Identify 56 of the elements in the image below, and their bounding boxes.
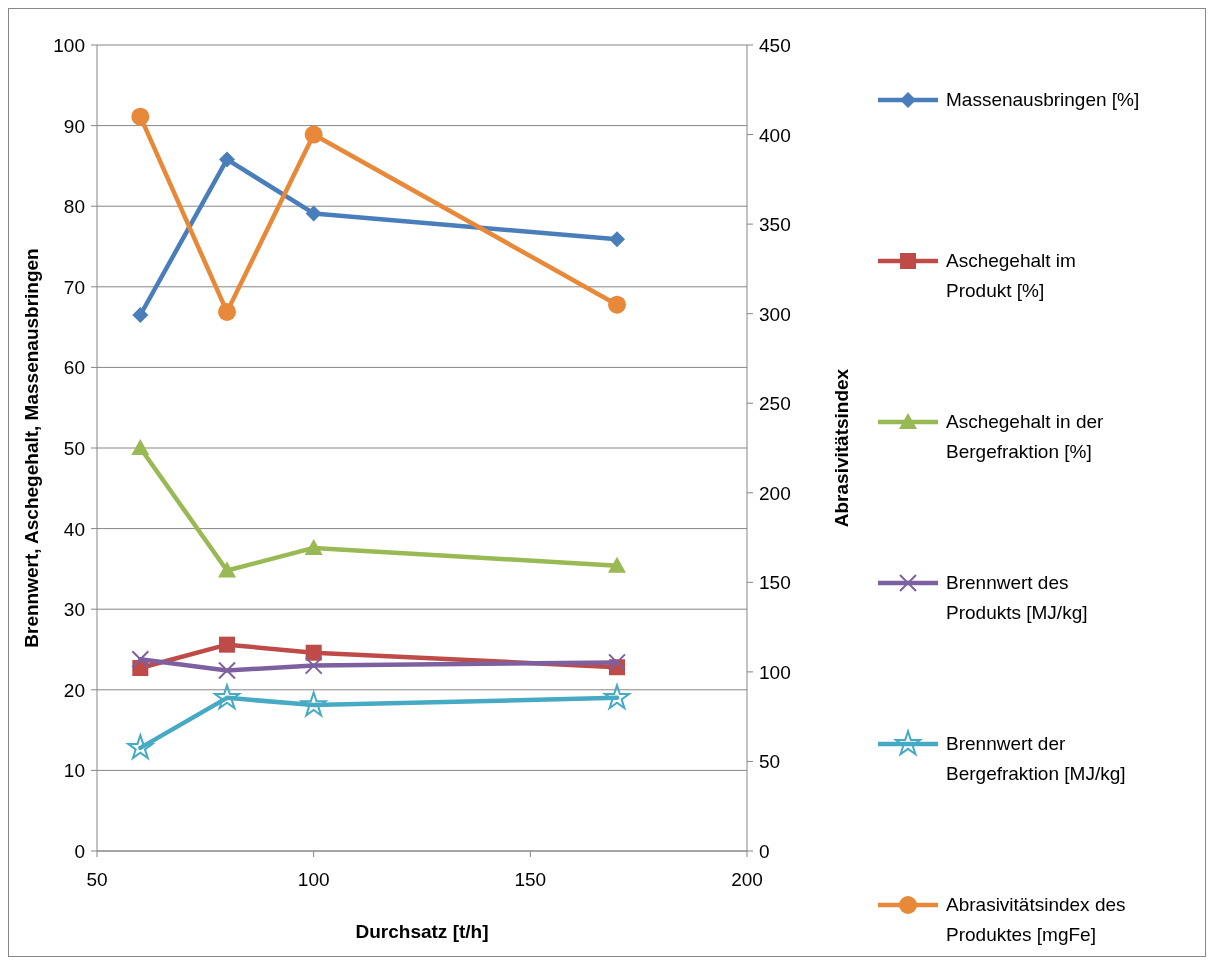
- x-tick-label: 100: [297, 869, 330, 890]
- y2-axis-title: Abrasivitätsindex: [831, 368, 852, 528]
- y-tick-label: 60: [63, 357, 85, 379]
- point: [304, 538, 323, 555]
- y-tick-label: 0: [74, 841, 85, 862]
- point: [218, 561, 236, 578]
- point: [608, 556, 626, 573]
- point: [131, 107, 150, 126]
- point: [298, 689, 329, 718]
- point: [213, 684, 241, 710]
- point: [131, 650, 150, 669]
- y2-tick-label: 0: [759, 841, 770, 862]
- y2-tick-label: 100: [759, 661, 791, 683]
- legend-label: Aschegehalt im Produkt [%]: [946, 250, 1076, 301]
- point: [125, 732, 156, 761]
- x-tick-label: 50: [86, 869, 108, 890]
- y2-tick-label: 400: [759, 124, 791, 146]
- point: [304, 656, 323, 675]
- y2-tick-label: 200: [759, 482, 791, 504]
- legend-label: Massenausbringen [%]: [946, 89, 1140, 110]
- y2-tick-label: 350: [759, 214, 791, 236]
- point: [219, 636, 235, 653]
- y-tick-label: 70: [63, 276, 85, 298]
- point: [219, 151, 235, 168]
- y2-tick-label: 50: [759, 751, 781, 773]
- y-axis-title: Brennwert, Aschegehalt, Massenausbringen: [21, 248, 42, 648]
- point: [608, 653, 626, 672]
- legend-label: Abrasivitätsindex des Produktes [mgFe]: [946, 894, 1126, 945]
- y-tick-label: 40: [63, 518, 85, 540]
- point: [608, 295, 626, 314]
- legend-label: Aschegehalt in der Bergefraktion [%]: [946, 411, 1105, 462]
- legend-label: Brennwert des Produkts [MJ/kg]: [946, 572, 1088, 623]
- y2-tick-label: 450: [759, 35, 791, 56]
- point: [304, 125, 323, 144]
- y-tick-label: 80: [63, 196, 85, 218]
- y-tick-label: 20: [63, 679, 85, 701]
- y2-tick-label: 250: [759, 393, 791, 415]
- y-tick-label: 30: [63, 599, 85, 621]
- x-tick-label: 200: [731, 869, 763, 890]
- point: [132, 307, 149, 324]
- point: [218, 661, 236, 680]
- point: [609, 231, 625, 248]
- point: [131, 439, 150, 455]
- x-tick-label: 150: [514, 869, 547, 890]
- y2-tick-label: 300: [759, 303, 791, 325]
- point: [218, 302, 236, 321]
- legend-label: Brennwert der Bergefraktion [MJ/kg]: [946, 733, 1126, 784]
- point: [305, 644, 322, 661]
- point: [603, 684, 631, 710]
- y-tick-label: 10: [63, 760, 85, 782]
- x-axis-title: Durchsatz [t/h]: [355, 921, 489, 942]
- y-tick-label: 90: [63, 115, 85, 137]
- point: [305, 205, 322, 222]
- y2-tick-label: 150: [759, 572, 791, 594]
- y-tick-label: 50: [63, 438, 85, 459]
- y-tick-label: 100: [53, 35, 85, 56]
